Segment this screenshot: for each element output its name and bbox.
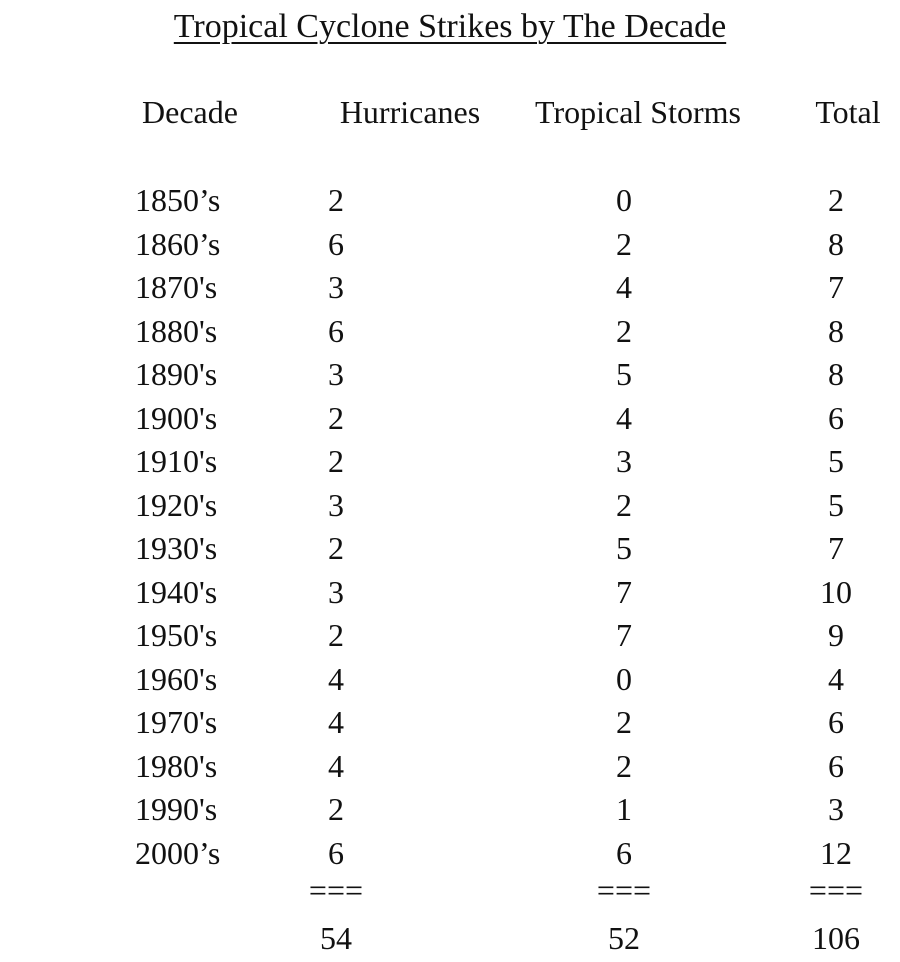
row-decade: 1870's [135,269,218,305]
row-decade: 1960's [135,661,218,697]
row-decade: 1950's [135,617,218,653]
page-title: Tropical Cyclone Strikes by The Decade [173,8,727,45]
row-decade: 1880's [135,313,218,349]
row-decade: 1900's [135,400,218,436]
row-decade: 1920's [135,487,218,523]
header-decade: Decade [142,94,238,130]
row-decade: 1850’s [135,182,221,218]
row-decade: 1860’s [135,226,221,262]
row-decade: 1980's [135,748,218,784]
row-decade: 1940's [135,574,218,610]
row-decade: 1890's [135,356,218,392]
row-decade: 1970's [135,704,218,740]
row-decade: 2000’s [135,835,221,871]
row-decade: 1930's [135,530,218,566]
row-decade: 1910's [135,443,218,479]
row-decade: 1990's [135,791,218,827]
